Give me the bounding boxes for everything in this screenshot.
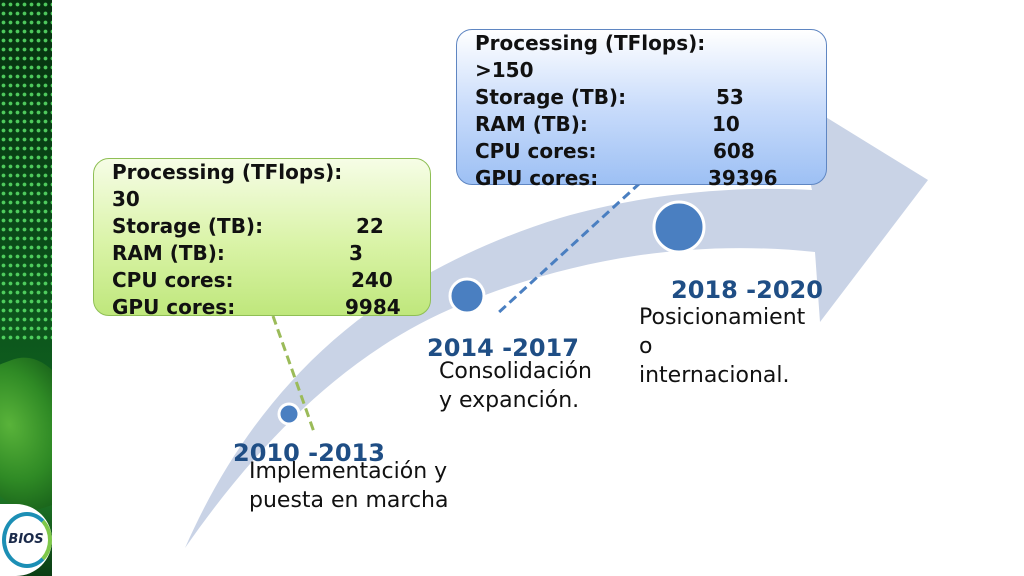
- description-line: Consolidación: [439, 359, 592, 384]
- logo-text: BIOS: [8, 532, 44, 547]
- spec-gpu-row: GPU cores: 39396: [475, 165, 826, 192]
- description-line: o: [639, 334, 653, 359]
- timeline-node-2018: [652, 200, 706, 254]
- spec-storage-row: Storage (TB): 53: [475, 84, 826, 111]
- spec-processing-value: >150: [475, 58, 534, 82]
- description-line: internacional.: [639, 363, 790, 388]
- timeline-node-2010: [277, 402, 301, 426]
- green-connector-line: [271, 315, 316, 433]
- spec-ram-label: RAM (TB):: [112, 241, 225, 265]
- description-2010: Implementación y puesta en marcha: [249, 457, 448, 515]
- spec-storage-label: Storage (TB):: [112, 214, 264, 238]
- specs-box-2010: Processing (TFlops): 30 Storage (TB): 22…: [93, 158, 431, 319]
- matrix-pattern: [0, 0, 52, 340]
- spec-storage-value: 22: [356, 214, 384, 238]
- description-line: Implementación y: [249, 459, 448, 484]
- spec-cpu-value: 608: [713, 139, 755, 163]
- spec-ram-row: RAM (TB): 3: [112, 240, 430, 267]
- spec-ram-label: RAM (TB):: [475, 112, 588, 136]
- description-2018: Posicionamient o internacional.: [639, 303, 805, 390]
- spec-processing-label: Processing (TFlops):: [112, 160, 343, 184]
- spec-gpu-value: 39396: [708, 166, 778, 190]
- decorative-sidebar: [0, 0, 52, 576]
- spec-cpu-label: CPU cores:: [475, 139, 597, 163]
- period-label-2014: 2014 -2017: [427, 334, 579, 362]
- specs-box-2014: Processing (TFlops): >150 Storage (TB): …: [456, 29, 827, 190]
- spec-gpu-row: GPU cores: 9984: [112, 294, 430, 321]
- spec-cpu-value: 240: [351, 268, 393, 292]
- spec-gpu-label: GPU cores:: [112, 295, 236, 319]
- spec-ram-value: 10: [712, 112, 740, 136]
- spec-cpu-row: CPU cores: 240: [112, 267, 430, 294]
- spec-storage-label: Storage (TB):: [475, 85, 627, 109]
- period-label-2018: 2018 -2020: [671, 276, 823, 304]
- period-label-2010: 2010 -2013: [233, 439, 385, 467]
- description-line: y expanción.: [439, 388, 580, 413]
- spec-ram-value: 3: [349, 241, 363, 265]
- spec-cpu-row: CPU cores: 608: [475, 138, 826, 165]
- spec-cpu-label: CPU cores:: [112, 268, 234, 292]
- logo-ring-icon: [2, 512, 52, 568]
- spec-storage-value: 53: [716, 85, 744, 109]
- spec-storage-row: Storage (TB): 22: [112, 213, 430, 240]
- blue-connector-line: [495, 181, 642, 316]
- description-line: Posicionamient: [639, 305, 806, 330]
- spec-ram-row: RAM (TB): 10: [475, 111, 826, 138]
- description-line: puesta en marcha: [249, 488, 449, 513]
- spec-gpu-value: 9984: [345, 295, 401, 319]
- timeline-arrow: [185, 95, 928, 548]
- spec-processing-label: Processing (TFlops):: [475, 31, 706, 55]
- spec-gpu-label: GPU cores:: [475, 166, 599, 190]
- timeline-node-2014: [448, 277, 486, 315]
- description-2014: Consolidación y expanción.: [439, 357, 592, 415]
- spec-processing-value: 30: [112, 187, 140, 211]
